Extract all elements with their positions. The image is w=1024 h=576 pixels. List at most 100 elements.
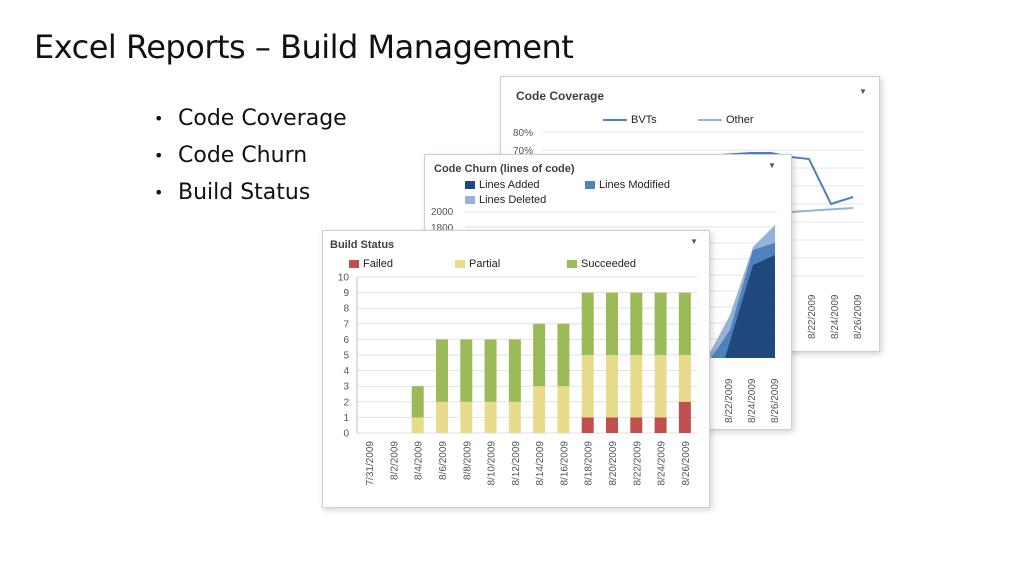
legend-line-icon [698,119,722,121]
bar-succeeded [606,292,618,355]
y-tick-label: 1 [343,413,349,424]
y-tick-label: 5 [343,351,349,362]
bar-succeeded [484,339,497,402]
legend-swatch-icon [455,260,465,268]
bullet-text: Code Coverage [178,105,347,131]
y-tick-label: 80% [513,128,533,139]
bar-succeeded [436,339,448,402]
x-tick-label: 8/12/2009 [511,441,522,486]
bar-partial [460,401,473,433]
legend-label: Other [726,114,754,126]
y-tick-label: 10 [338,273,350,284]
legend-label: Lines Added [479,179,540,191]
legend-swatch-icon [567,260,577,268]
legend-lines-added: Lines Added [465,179,540,191]
slide-title: Excel Reports – Build Management [34,28,574,66]
legend-swatch-icon [465,181,475,189]
build-status-chart-panel[interactable]: Build Status ▼ Failed Partial Succeeded … [322,230,710,508]
x-tick-label: 8/4/2009 [414,441,425,480]
bullet-list: • Code Coverage • Code Churn • Build Status [154,100,347,211]
y-tick-label: 2000 [431,207,454,218]
chevron-down-icon[interactable]: ▼ [859,87,867,96]
bar-succeeded [630,292,643,355]
x-tick-label: 8/26/2009 [853,294,864,339]
x-tick-label: 8/26/2009 [770,378,781,423]
legend-bvts: BVTs [603,114,657,126]
bullet-icon: • [154,145,164,165]
x-tick-label: 8/10/2009 [487,441,498,486]
legend-lines-deleted: Lines Deleted [465,194,546,206]
bar-partial [606,355,618,418]
bar-partial [436,401,448,433]
bar-failed [654,417,667,433]
bar-succeeded [557,323,570,387]
bullet-icon: • [154,182,164,202]
build-status-title: Build Status [330,239,395,251]
x-tick-label: 8/22/2009 [632,441,643,486]
bar-partial [654,355,667,418]
bullet-text: Build Status [178,179,311,205]
legend-other: Other [698,114,754,126]
y-tick-label: 9 [343,288,349,299]
bar-succeeded [460,339,473,402]
x-tick-label: 8/2/2009 [389,441,400,480]
x-tick-label: 8/24/2009 [657,441,668,486]
bar-succeeded [411,386,424,418]
bar-failed [581,417,594,433]
x-tick-label: 8/6/2009 [438,441,449,480]
bullet-item: • Code Coverage [154,100,347,137]
code-churn-title: Code Churn (lines of code) [434,163,575,175]
bar-failed [630,417,643,433]
bar-partial [630,355,643,418]
x-tick-label: 8/22/2009 [807,294,818,339]
bar-partial [508,401,521,433]
x-tick-label: 8/24/2009 [747,378,758,423]
x-tick-label: 8/16/2009 [559,441,570,486]
other-line [790,207,854,213]
bullet-icon: • [154,108,164,128]
bar-partial [411,417,424,433]
chevron-down-icon[interactable]: ▼ [768,161,776,170]
legend-label: Succeeded [581,258,637,270]
build-status-plot: 0 1 2 3 4 5 6 7 8 9 10 7/31/2009 8/2/2009 8/4/2009 8/6… [338,273,697,486]
legend-label: Partial [469,258,501,270]
y-tick-label: 1800 [431,223,454,234]
y-tick-label: 70% [513,146,533,157]
y-tick-label: 8 [343,304,349,315]
bar-succeeded [678,292,691,355]
legend-label: BVTs [631,114,657,126]
bar-succeeded [533,323,546,387]
x-tick-label: 8/18/2009 [584,441,595,486]
bar-partial [557,386,570,433]
x-tick-label: 7/31/2009 [365,441,376,486]
x-tick-label: 8/22/2009 [724,378,735,423]
bullet-text: Code Churn [178,142,308,168]
bar-partial [533,386,546,433]
chevron-down-icon[interactable]: ▼ [690,237,698,246]
bullet-item: • Build Status [154,174,347,211]
legend-failed: Failed [349,258,393,270]
bar-partial [581,355,594,418]
bar-succeeded [581,292,594,355]
x-tick-label: 8/14/2009 [535,441,546,486]
bar-partial [678,355,691,402]
x-tick-label: 8/24/2009 [830,294,841,339]
bullet-item: • Code Churn [154,137,347,174]
legend-partial: Partial [455,258,500,270]
legend-swatch-icon [465,196,475,204]
bar-succeeded [508,339,521,402]
bar-failed [678,401,691,433]
x-tick-label: 8/20/2009 [608,441,619,486]
bar-partial [484,401,497,433]
legend-lines-modified: Lines Modified [585,179,670,191]
y-tick-label: 2 [343,397,349,408]
legend-swatch-icon [349,260,359,268]
code-coverage-title: Code Coverage [516,89,605,103]
y-tick-label: 6 [343,335,349,346]
lines-added-area [725,255,775,358]
x-tick-label: 8/26/2009 [681,441,692,486]
y-tick-label: 3 [343,382,349,393]
bar-succeeded [654,292,667,355]
bar-failed [606,417,618,433]
y-tick-label: 0 [343,429,349,440]
